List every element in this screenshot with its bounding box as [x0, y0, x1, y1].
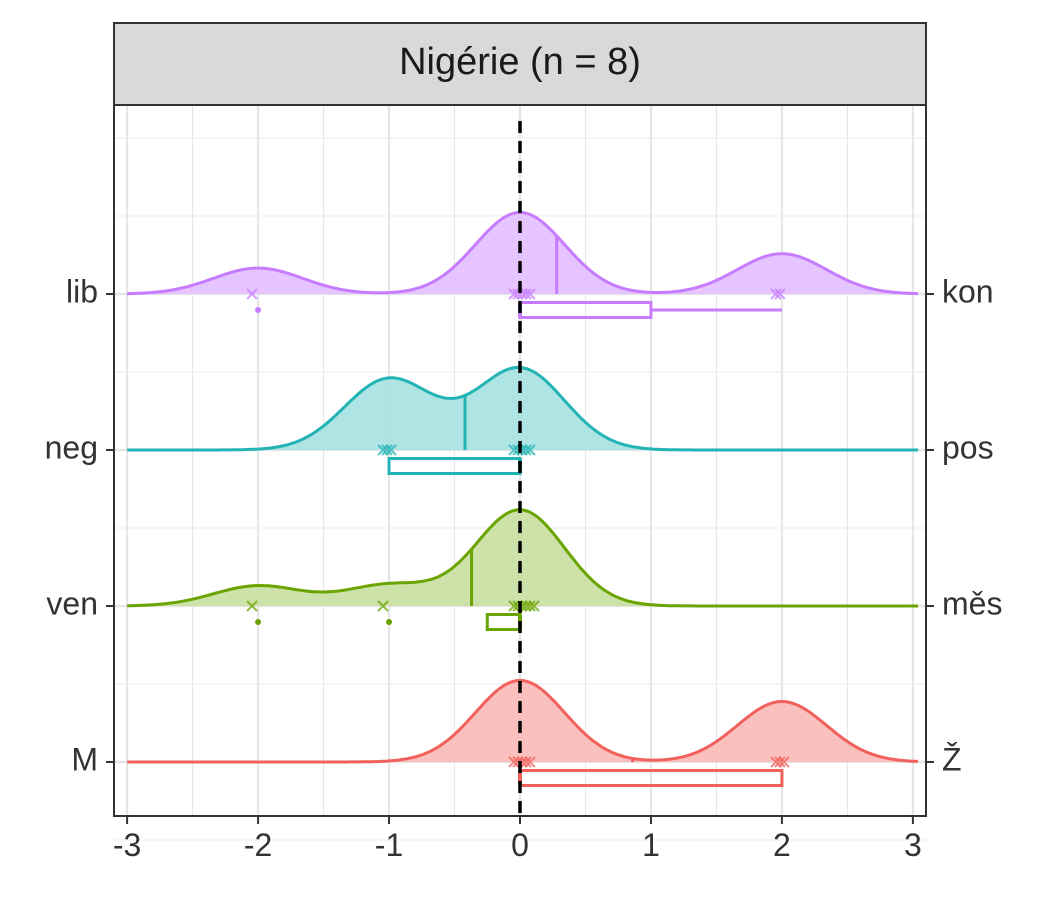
y-label-left: neg: [45, 429, 98, 465]
observation-mark: [524, 288, 536, 300]
observation-mark: [524, 444, 536, 456]
outlier-point: [255, 307, 262, 313]
outlier-point: [255, 619, 262, 625]
density-line: [127, 365, 919, 452]
axes: -3 -2 -1 0 1 2 3: [113, 816, 922, 863]
x-tick-label: 2: [773, 827, 791, 863]
ridge-lib-kon: lib kon: [66, 210, 994, 319]
facet-strip: [113, 22, 927, 106]
observation-mark: [381, 444, 393, 456]
observation-mark: [520, 288, 532, 300]
density-line: [127, 508, 919, 608]
observation-mark: [385, 444, 397, 456]
observation-mark: [246, 600, 258, 612]
outlier-point: [386, 619, 393, 625]
observation-mark: [520, 756, 532, 768]
x-tick-label: 0: [511, 827, 529, 863]
observation-mark: [774, 288, 786, 300]
observation-mark: [774, 756, 786, 768]
observation-mark: [770, 288, 782, 300]
x-tick-label: -2: [244, 827, 272, 863]
y-label-right: pos: [942, 429, 994, 465]
observation-mark: [377, 600, 389, 612]
density-line: [127, 210, 919, 296]
x-tick-label: -1: [375, 827, 403, 863]
y-label-right: kon: [942, 273, 994, 309]
y-label-left: ven: [46, 585, 98, 621]
observation-mark: [528, 600, 540, 612]
facet-title: Nigérie (n = 8): [399, 41, 641, 83]
ridges: lib kon neg pos ven měs M Ž: [45, 210, 1002, 787]
y-label-right: měs: [942, 585, 1002, 621]
observation-mark: [778, 756, 790, 768]
y-label-right: Ž: [942, 741, 962, 777]
ridge-ven-měs: ven měs: [46, 508, 1002, 631]
x-tick-label: 3: [904, 827, 922, 863]
y-label-left: M: [71, 741, 98, 777]
observation-mark: [524, 756, 536, 768]
density-line: [127, 678, 919, 764]
density-area: [127, 212, 919, 294]
x-tick-label: 1: [642, 827, 660, 863]
density-area: [127, 509, 919, 606]
observation-mark: [524, 600, 536, 612]
observation-mark: [246, 288, 258, 300]
density-area: [127, 680, 919, 762]
x-tick-label: -3: [113, 827, 141, 863]
observation-mark: [520, 444, 532, 456]
y-label-left: lib: [66, 273, 98, 309]
density-area: [127, 367, 919, 450]
